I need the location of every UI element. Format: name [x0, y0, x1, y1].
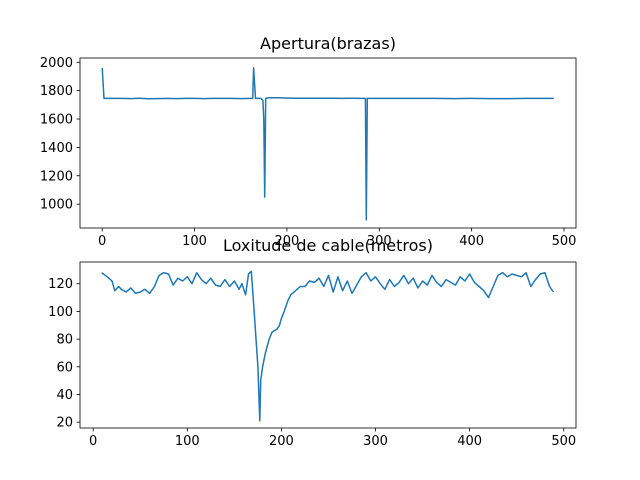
x-tick-label: 200 [269, 434, 294, 449]
y-tick-label: 20 [56, 416, 73, 431]
y-tick-label: 60 [56, 360, 73, 375]
y-tick-label: 1800 [40, 84, 73, 99]
y-tick-label: 1200 [40, 169, 73, 184]
x-tick-label: 500 [552, 234, 577, 249]
y-tick-label: 1000 [40, 198, 73, 213]
chart-title: Apertura(brazas) [260, 34, 396, 53]
x-tick-label: 100 [182, 234, 207, 249]
y-tick-label: 2000 [40, 56, 73, 71]
y-tick-label: 1600 [40, 113, 73, 128]
y-tick-label: 120 [48, 277, 73, 292]
x-tick-label: 400 [459, 234, 484, 249]
tick-group: 0 100 200 300 400 500 20 40 60 80 100 120 [48, 277, 576, 449]
x-tick-label: 400 [457, 434, 482, 449]
x-tick-label: 200 [274, 234, 299, 249]
x-tick-label: 0 [98, 234, 106, 249]
x-tick-label: 300 [363, 434, 388, 449]
y-tick-label: 40 [56, 388, 73, 403]
x-tick-label: 0 [89, 434, 97, 449]
x-tick-label: 300 [367, 234, 392, 249]
chart-apertura: Apertura(brazas) 0 100 200 300 400 500 1000 120… [40, 34, 577, 249]
series-line [101, 67, 554, 221]
plot-frame [79, 57, 577, 229]
y-tick-label: 1400 [40, 141, 73, 156]
y-tick-label: 100 [48, 305, 73, 320]
x-tick-label: 500 [551, 434, 576, 449]
y-tick-label: 80 [56, 333, 73, 348]
chart-loxitude: 0 100 200 300 400 500 20 40 60 80 100 120 Loxitude … [48, 236, 577, 449]
x-tick-label: 100 [175, 434, 200, 449]
tick-group: 0 100 200 300 400 500 1000 1200 1400 1600 1800 2000 [40, 56, 577, 249]
series-line [101, 270, 555, 422]
plot-frame [79, 261, 577, 429]
chart-title: Loxitude de cable(metros) [223, 236, 433, 255]
